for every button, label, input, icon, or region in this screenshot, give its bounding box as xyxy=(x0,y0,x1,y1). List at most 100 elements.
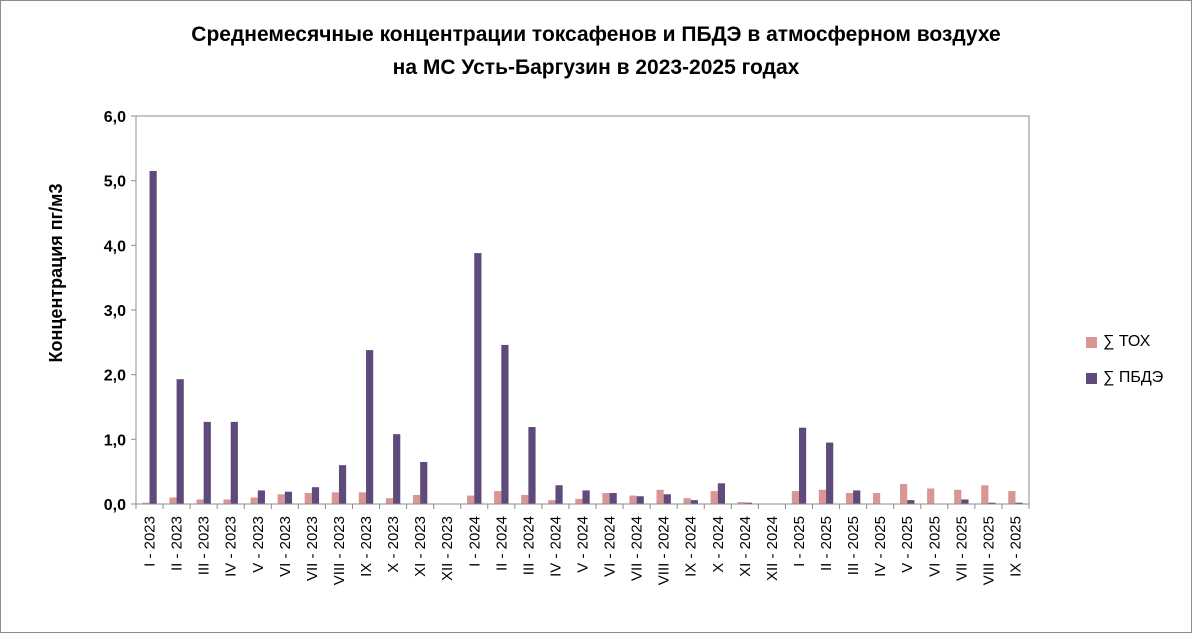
bar-pbde xyxy=(203,421,211,504)
y-tick-label: 3,0 xyxy=(104,303,126,320)
bar-pbde xyxy=(663,494,671,504)
bar-pbde xyxy=(582,490,590,504)
bar-pbde xyxy=(961,499,969,504)
bar-tox xyxy=(412,494,421,504)
chart-title-line-1: Среднемесячные концентрации токсафенов и… xyxy=(191,23,1001,46)
x-category-label: III - 2023 xyxy=(196,516,213,575)
x-category-label: VI - 2025 xyxy=(926,516,943,577)
bar-pbde xyxy=(853,490,861,504)
x-category-label: X - 2023 xyxy=(385,516,402,573)
y-tick-label: 0,0 xyxy=(104,497,126,514)
bar-pbde xyxy=(717,483,725,504)
bar-pbde xyxy=(555,485,563,504)
bar-tox xyxy=(737,502,745,504)
plot-area xyxy=(135,115,1030,505)
x-category-label: IX - 2024 xyxy=(683,516,700,577)
chart-title-line-2: на МС Усть-Баргузин в 2023-2025 годах xyxy=(392,56,800,79)
bar-pbde xyxy=(636,496,644,504)
x-category-label: I - 2024 xyxy=(466,516,483,567)
x-category-label: VII - 2023 xyxy=(304,516,321,581)
bar-tox xyxy=(791,491,799,504)
bar-pbde xyxy=(690,500,698,504)
legend-label-pbde: ∑ ПБДЭ xyxy=(1103,369,1164,386)
bar-tox xyxy=(954,489,962,504)
x-category-label: XI - 2023 xyxy=(412,516,429,577)
x-category-label: III - 2024 xyxy=(520,516,537,575)
bar-pbde xyxy=(284,491,293,504)
bar-pbde xyxy=(420,461,428,504)
bar-pbde xyxy=(798,427,807,504)
bar-tox xyxy=(223,499,231,504)
x-category-label: II - 2024 xyxy=(493,516,510,571)
x-category-label: VII - 2024 xyxy=(629,516,646,581)
x-category-label: VI - 2024 xyxy=(602,516,619,577)
bar-pbde xyxy=(501,344,509,504)
bar-tox xyxy=(575,498,583,504)
x-category-label: IX - 2025 xyxy=(1007,516,1024,577)
bar-tox xyxy=(494,491,502,504)
bar-tox xyxy=(818,489,827,504)
x-category-label: XI - 2024 xyxy=(737,516,754,577)
bar-tox xyxy=(602,493,610,504)
bar-tox xyxy=(927,488,935,504)
x-category-label: VII - 2025 xyxy=(953,516,970,581)
bar-tox xyxy=(683,498,691,504)
bar-pbde xyxy=(176,379,184,504)
bar-pbde xyxy=(744,502,753,504)
bar-pbde xyxy=(338,465,347,504)
x-category-label: V - 2024 xyxy=(575,516,592,573)
legend-swatch-pbde xyxy=(1086,372,1097,384)
bar-tox xyxy=(710,491,718,504)
bar-tox xyxy=(142,502,150,504)
bar-tox xyxy=(872,493,881,504)
bar-pbde xyxy=(230,421,238,504)
x-category-label: XII - 2024 xyxy=(764,516,781,581)
bar-tox xyxy=(385,498,394,504)
x-category-label: VIII - 2025 xyxy=(980,516,997,585)
bar-tox xyxy=(1008,491,1016,504)
bar-tox xyxy=(981,485,989,504)
x-category-label: V - 2025 xyxy=(899,516,916,573)
x-category-label: XII - 2023 xyxy=(439,516,456,581)
bar-tox xyxy=(521,494,529,504)
bar-tox xyxy=(196,499,204,504)
bar-tox xyxy=(277,494,285,504)
x-category-label: II - 2025 xyxy=(818,516,835,571)
bar-tox xyxy=(331,492,339,504)
bar-pbde xyxy=(907,500,915,504)
bar-pbde xyxy=(826,442,834,504)
bar-pbde xyxy=(474,253,482,504)
bar-pbde xyxy=(609,493,617,504)
x-category-label: VIII - 2024 xyxy=(656,516,673,585)
bar-pbde xyxy=(1015,502,1023,504)
x-category-label: IV - 2024 xyxy=(547,516,564,577)
legend-label-tox: ∑ ТОХ xyxy=(1103,333,1151,350)
bar-pbde xyxy=(149,170,157,504)
x-category-label: V - 2023 xyxy=(250,516,267,573)
bar-tox xyxy=(656,489,664,504)
bar-tox xyxy=(548,500,556,504)
legend-item-tox: ∑ ТОХ xyxy=(1086,329,1163,355)
bar-tox xyxy=(358,492,367,504)
x-category-label: IV - 2023 xyxy=(223,516,240,577)
y-tick-label: 4,0 xyxy=(104,238,126,255)
bar-tox xyxy=(304,493,312,504)
bar-pbde xyxy=(528,427,536,504)
x-category-label: X - 2024 xyxy=(710,516,727,573)
y-axis-title: Концентрация пг/м3 xyxy=(46,184,66,363)
bar-pbde xyxy=(311,487,320,504)
bar-tox xyxy=(169,497,177,504)
bar-tox xyxy=(629,495,637,504)
x-category-label: VIII - 2023 xyxy=(331,516,348,585)
bar-pbde xyxy=(366,350,374,504)
bar-tox xyxy=(900,483,908,504)
bar-tox xyxy=(250,497,258,504)
y-tick-label: 6,0 xyxy=(104,109,126,126)
x-category-label: VI - 2023 xyxy=(277,516,294,577)
chart-title: Среднемесячные концентрации токсафенов и… xyxy=(0,18,1192,84)
x-category-label: II - 2023 xyxy=(169,516,186,571)
bar-pbde xyxy=(393,434,401,504)
bar-pbde xyxy=(988,502,996,504)
legend-item-pbde: ∑ ПБДЭ xyxy=(1086,365,1163,391)
